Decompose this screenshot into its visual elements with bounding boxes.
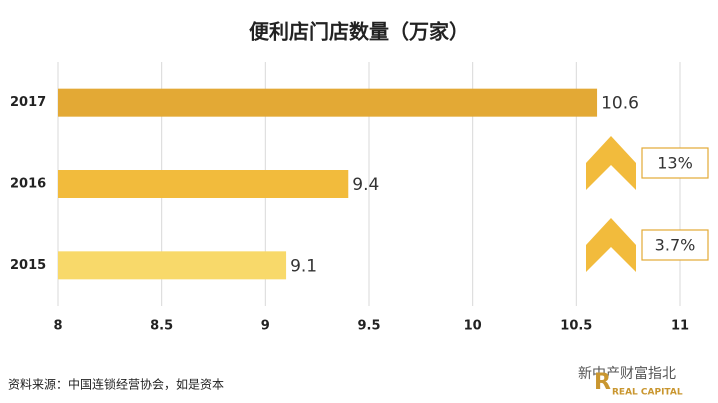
x-tick-label: 11: [671, 319, 689, 334]
value-label: 9.1: [290, 256, 317, 276]
annotation-box: [641, 229, 709, 261]
chart-title: 便利店门店数量（万家）: [249, 20, 469, 44]
watermark-name: 新中产财富指北: [578, 365, 676, 382]
source-note: 资料来源：中国连锁经营协会，如是资本: [8, 377, 224, 392]
annotation-label: 13%: [657, 154, 693, 173]
bar: [58, 251, 287, 280]
x-tick-label: 8.5: [150, 319, 173, 334]
annotation-label: 3.7%: [655, 236, 696, 255]
x-tick-label: 10: [464, 319, 482, 334]
value-label: 10.6: [601, 94, 639, 114]
y-tick-label: 2017: [10, 95, 46, 110]
x-tick-label: 10.5: [560, 319, 592, 334]
growth-arrow: [586, 218, 636, 272]
x-tick-label: 9: [261, 319, 270, 334]
x-tick-label: 8: [53, 319, 62, 334]
y-tick-label: 2015: [10, 258, 46, 273]
bar: [58, 88, 598, 117]
watermark-sub: REAL CAPITAL: [612, 388, 683, 398]
x-tick-label: 9.5: [357, 319, 380, 334]
bar: [58, 170, 349, 198]
growth-arrow: [586, 136, 636, 190]
y-tick-label: 2016: [10, 177, 46, 192]
value-label: 9.4: [352, 175, 379, 195]
annotation-box: [641, 147, 709, 179]
watermark-logo: R: [594, 370, 611, 395]
